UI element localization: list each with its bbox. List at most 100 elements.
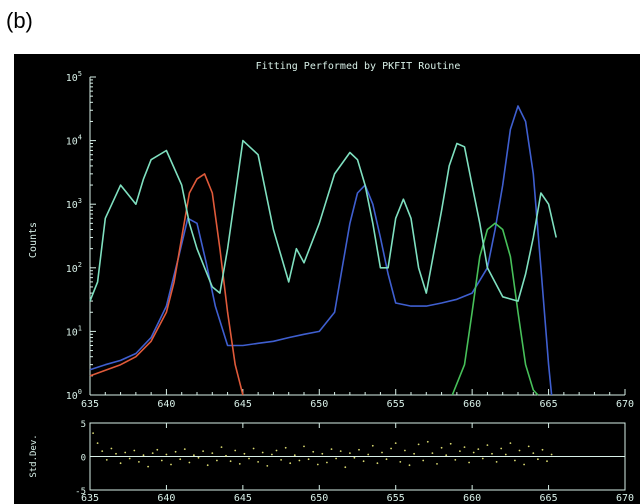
- main-y-tick-label: 105: [66, 70, 82, 84]
- residual-point: [440, 446, 443, 449]
- residual-point: [225, 454, 227, 457]
- residual-point: [537, 458, 539, 461]
- residual-point: [289, 462, 292, 465]
- residual-x-tick-label: 635: [81, 493, 99, 504]
- residual-point: [532, 452, 535, 454]
- main-axes: 635 640 645 650 655 660 665 6701001011021031041…: [66, 70, 634, 410]
- residual-point: [426, 440, 429, 443]
- residual-point: [188, 461, 191, 464]
- main-y-tick-label: 101: [66, 324, 82, 338]
- residual-point: [390, 447, 392, 450]
- residual-point: [248, 457, 250, 460]
- residual-point: [394, 442, 397, 444]
- residual-point: [527, 445, 530, 448]
- residual-point: [303, 445, 305, 448]
- residual-point: [138, 461, 140, 463]
- plot-background: [14, 54, 640, 504]
- residual-point: [293, 454, 296, 457]
- residual-point: [133, 449, 136, 452]
- main-y-tick-exp: 3: [78, 197, 82, 205]
- residual-point: [353, 456, 356, 459]
- residual-point: [550, 453, 553, 456]
- residual-point: [202, 450, 205, 452]
- main-x-tick-label: 660: [463, 399, 481, 410]
- residual-point: [193, 454, 195, 457]
- main-y-tick-exp: 2: [78, 261, 82, 269]
- series-line-0: [89, 105, 553, 396]
- residual-point: [371, 444, 374, 447]
- residual-point: [151, 452, 154, 454]
- residual-point: [156, 448, 159, 451]
- residual-point: [330, 448, 333, 450]
- residual-point: [454, 459, 457, 461]
- main-y-tick-label: 102: [66, 261, 82, 275]
- residual-point: [284, 446, 287, 449]
- residual-point: [266, 465, 269, 467]
- residual-point: [514, 459, 516, 462]
- main-y-tick-label: 103: [66, 197, 82, 211]
- residual-point: [468, 461, 470, 464]
- residual-x-tick-label: 665: [540, 493, 558, 504]
- main-y-tick-base: 10: [66, 391, 78, 402]
- residual-point: [349, 452, 351, 454]
- residual-point: [243, 452, 246, 455]
- residual-point: [339, 450, 342, 452]
- residual-point: [431, 452, 434, 454]
- residual-point: [124, 451, 127, 454]
- residual-point: [436, 463, 438, 465]
- residual-plot: 635 640 645 650 655 660 665 670 5 0 -5 Std.Dev.: [29, 420, 634, 504]
- residual-point: [179, 458, 182, 461]
- residual-point: [362, 460, 365, 463]
- residual-point: [481, 457, 484, 460]
- residual-point: [404, 449, 406, 452]
- residual-point: [321, 452, 324, 455]
- residual-point: [307, 458, 310, 461]
- main-x-tick-label: 645: [234, 399, 252, 410]
- main-y-tick-exp: 1: [78, 324, 82, 332]
- series-line-1: [89, 173, 244, 396]
- main-x-tick-label: 650: [310, 399, 328, 410]
- main-y-tick-base: 10: [66, 264, 78, 275]
- main-x-tick-label: 635: [81, 399, 99, 410]
- residual-point: [220, 446, 223, 448]
- residual-x-tick-label: 650: [310, 493, 328, 504]
- residual-point: [344, 466, 347, 469]
- residual-point: [358, 448, 360, 451]
- residual-point: [252, 447, 255, 450]
- residual-point: [183, 448, 186, 450]
- residual-point: [216, 459, 218, 462]
- residual-point: [477, 448, 480, 450]
- residual-y-tick-label: -5: [75, 487, 86, 497]
- residual-point: [110, 447, 113, 450]
- residual-point: [261, 451, 264, 454]
- residual-point: [234, 449, 237, 452]
- residual-series: [92, 432, 553, 469]
- main-y-tick-base: 10: [66, 327, 78, 338]
- panel-label: (b): [6, 8, 33, 33]
- residual-point: [449, 442, 452, 445]
- series-line-2: [451, 222, 539, 396]
- main-y-tick-base: 10: [66, 137, 78, 148]
- main-y-tick-base: 10: [66, 200, 78, 211]
- residual-point: [316, 463, 319, 466]
- residual-point: [115, 452, 117, 455]
- series-line-3: [89, 139, 557, 302]
- residual-point: [422, 459, 425, 462]
- residual-point: [495, 461, 498, 463]
- residual-point: [385, 458, 388, 461]
- residual-point: [92, 432, 94, 434]
- residual-point: [546, 460, 548, 463]
- residual-point: [174, 450, 177, 453]
- residual-point: [504, 453, 507, 456]
- main-plot: 635 640 645 650 655 660 665 6701001011021031041…: [28, 61, 634, 410]
- residual-x-tick-label: 640: [157, 493, 175, 504]
- main-y-tick-label: 100: [66, 388, 82, 402]
- residual-point: [165, 453, 168, 456]
- residual-point: [491, 452, 493, 455]
- residual-point: [417, 443, 420, 446]
- residual-point: [541, 448, 544, 451]
- chart-title: Fitting Performed by PKFIT Routine: [256, 61, 461, 72]
- main-y-tick-exp: 0: [78, 388, 82, 396]
- residual-point: [413, 452, 415, 455]
